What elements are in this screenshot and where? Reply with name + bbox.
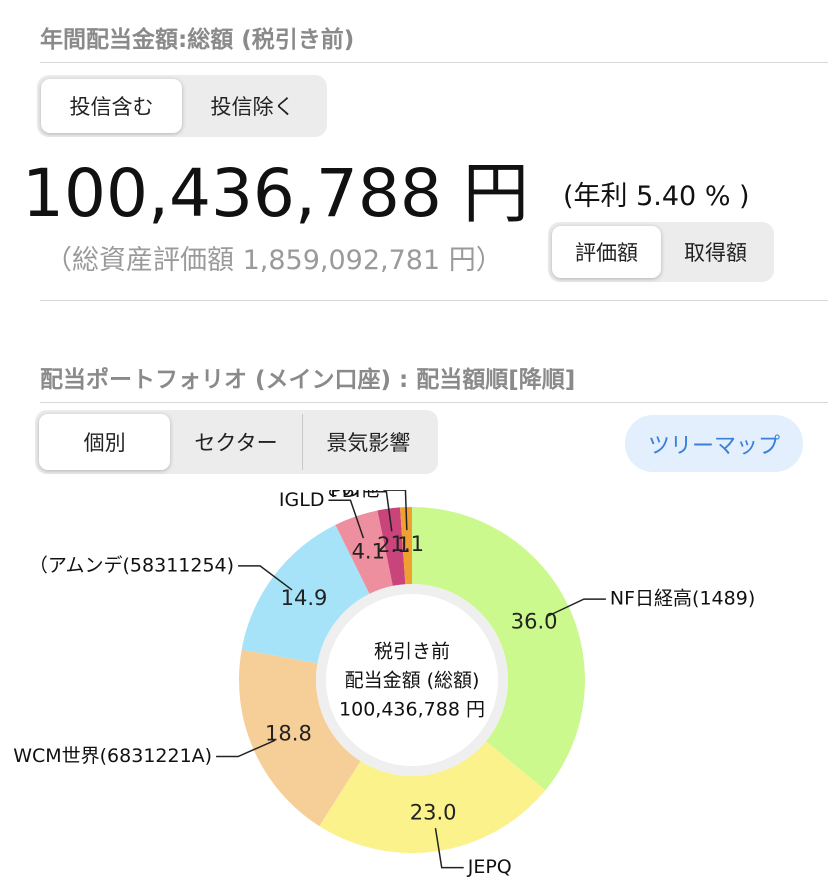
donut-segment (319, 741, 546, 853)
total-assets: （総資産評価額 1,859,092,781 円） (45, 245, 503, 276)
inner-ring (316, 584, 508, 776)
basis-toggle: 評価額 取得額 (548, 222, 774, 282)
leader-line (383, 490, 408, 531)
treemap-button[interactable]: ツリーマップ (625, 415, 803, 472)
section-title: 年間配当金額:総額 (税引き前) (40, 27, 355, 53)
divider (40, 402, 828, 403)
value-label: 2.1 (377, 533, 410, 557)
category-label: NF日経高(1489) (610, 588, 755, 610)
toggle-option[interactable]: セクター (194, 431, 278, 455)
leader-line (547, 598, 606, 617)
fund-toggle: 投信含む 投信除く (37, 75, 327, 137)
toggle-option[interactable]: 景気影響 (301, 414, 434, 470)
leader-line (216, 739, 276, 758)
leader-line (364, 490, 393, 532)
category-label: JEPQ (467, 856, 512, 878)
category-label: IGLD (279, 490, 325, 511)
toggle-option[interactable]: 個別 (39, 414, 171, 470)
donut-segment (335, 510, 393, 594)
value-label: 23.0 (410, 800, 457, 824)
total-amount: 100,436,788 円 (22, 155, 529, 232)
value-label: 36.0 (511, 610, 558, 634)
value-label: 4.1 (352, 539, 385, 563)
toggle-option[interactable]: 投信除く (210, 95, 295, 119)
leader-line (328, 499, 365, 539)
donut-segment (400, 507, 412, 585)
donut-segment (377, 507, 406, 586)
divider (40, 62, 828, 63)
category-label: WCM世界(6831221A) (13, 745, 212, 767)
category-label: その他 (322, 490, 379, 501)
leader-line (434, 828, 464, 869)
toggle-option[interactable]: 投信含む (41, 79, 182, 133)
center-text: 100,436,788 円 (339, 699, 485, 721)
donut-chart: 36.0NF日経高(1489)23.0JEPQ18.8WCM世界(6831221… (13, 490, 755, 878)
category-label: （アムンデ(58311254) (29, 554, 234, 576)
section-title: 配当ポートフォリオ (メイン口座) : 配当額順[降順] (40, 367, 576, 393)
value-label: 1.1 (391, 532, 424, 556)
divider (40, 300, 828, 301)
donut-segment (412, 507, 585, 791)
center-text: 配当金額 (総額) (345, 670, 480, 692)
value-label: 14.9 (281, 586, 328, 610)
donut-segment (238, 649, 361, 827)
yield-rate: (年利 5.40 % ) (563, 181, 750, 212)
leader-line (238, 565, 293, 591)
category-label: PBI (330, 490, 360, 502)
center-text: 税引き前 (374, 641, 450, 663)
toggle-option[interactable]: 評価額 (552, 226, 661, 278)
toggle-option[interactable]: 取得額 (684, 241, 747, 265)
view-toggle: 個別 セクター 景気影響 (35, 410, 438, 474)
donut-segment (241, 524, 370, 664)
